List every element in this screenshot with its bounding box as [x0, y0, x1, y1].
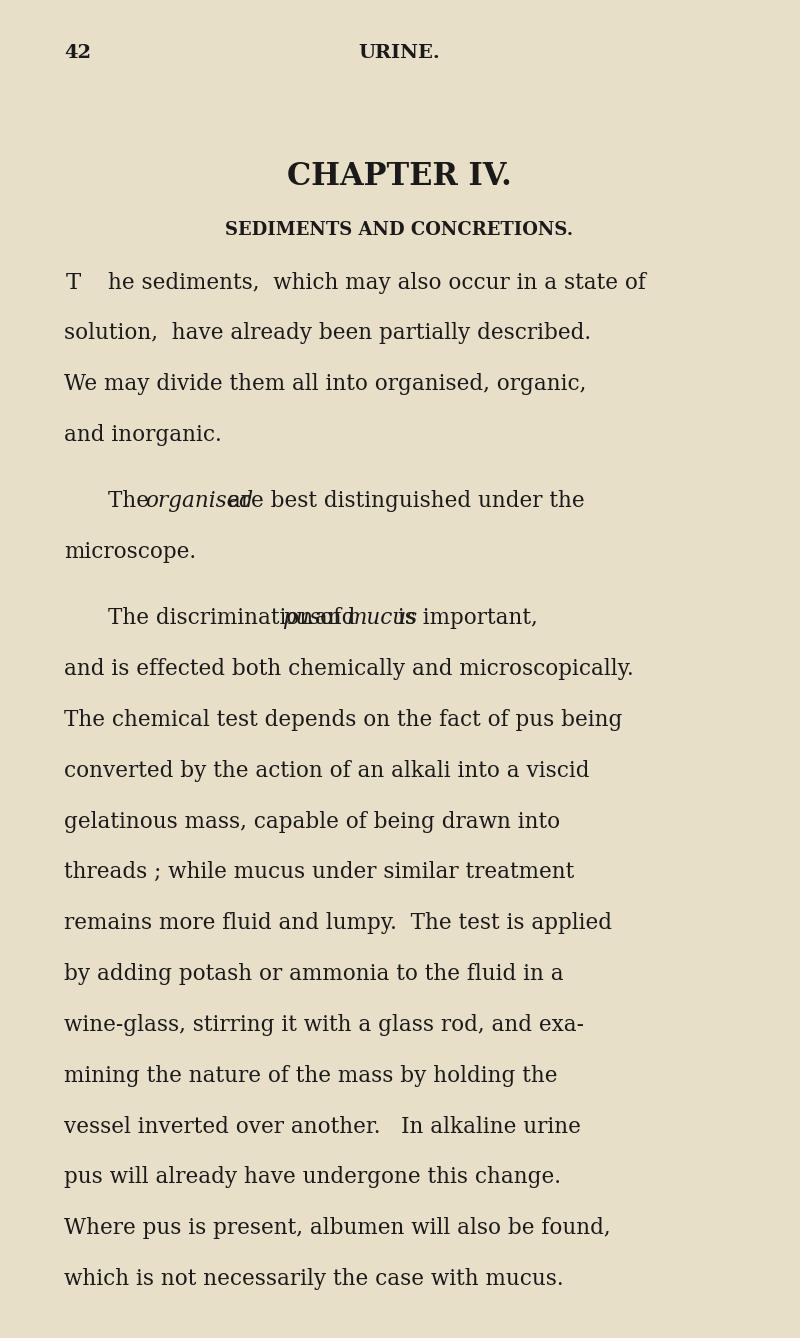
- Text: microscope.: microscope.: [64, 541, 196, 563]
- Text: T: T: [66, 272, 81, 293]
- Text: SEDIMENTS AND CONCRETIONS.: SEDIMENTS AND CONCRETIONS.: [225, 221, 574, 238]
- Text: wine-glass, stirring it with a glass rod, and exa-: wine-glass, stirring it with a glass rod…: [64, 1014, 584, 1036]
- Text: mining the nature of the mass by holding the: mining the nature of the mass by holding…: [64, 1065, 558, 1086]
- Text: The discrimination of: The discrimination of: [108, 607, 348, 629]
- Text: solution,  have already been partially described.: solution, have already been partially de…: [64, 322, 591, 344]
- Text: by adding potash or ammonia to the fluid in a: by adding potash or ammonia to the fluid…: [64, 963, 563, 985]
- Text: which is not necessarily the case with mucus.: which is not necessarily the case with m…: [64, 1268, 563, 1290]
- Text: vessel inverted over another.   In alkaline urine: vessel inverted over another. In alkalin…: [64, 1116, 581, 1137]
- Text: CHAPTER IV.: CHAPTER IV.: [287, 161, 511, 191]
- Text: The: The: [108, 490, 156, 512]
- Text: he sediments,  which may also occur in a state of: he sediments, which may also occur in a …: [108, 272, 646, 293]
- Text: converted by the action of an alkali into a viscid: converted by the action of an alkali int…: [64, 760, 590, 781]
- Text: are best distinguished under the: are best distinguished under the: [221, 490, 585, 512]
- Text: mucus: mucus: [346, 607, 418, 629]
- Text: URINE.: URINE.: [358, 44, 440, 62]
- Text: pus: pus: [282, 607, 321, 629]
- Text: Where pus is present, albumen will also be found,: Where pus is present, albumen will also …: [64, 1218, 610, 1239]
- Text: is important,: is important,: [391, 607, 538, 629]
- Text: gelatinous mass, capable of being drawn into: gelatinous mass, capable of being drawn …: [64, 811, 560, 832]
- Text: organised: organised: [146, 490, 254, 512]
- Text: remains more fluid and lumpy.  The test is applied: remains more fluid and lumpy. The test i…: [64, 913, 612, 934]
- Text: threads ; while mucus under similar treatment: threads ; while mucus under similar trea…: [64, 862, 574, 883]
- Text: 42: 42: [64, 44, 91, 62]
- Text: and is effected both chemically and microscopically.: and is effected both chemically and micr…: [64, 658, 634, 680]
- Text: pus will already have undergone this change.: pus will already have undergone this cha…: [64, 1167, 561, 1188]
- Text: The chemical test depends on the fact of pus being: The chemical test depends on the fact of…: [64, 709, 622, 731]
- Text: and inorganic.: and inorganic.: [64, 424, 222, 446]
- Text: We may divide them all into organised, organic,: We may divide them all into organised, o…: [64, 373, 586, 395]
- Text: and: and: [308, 607, 362, 629]
